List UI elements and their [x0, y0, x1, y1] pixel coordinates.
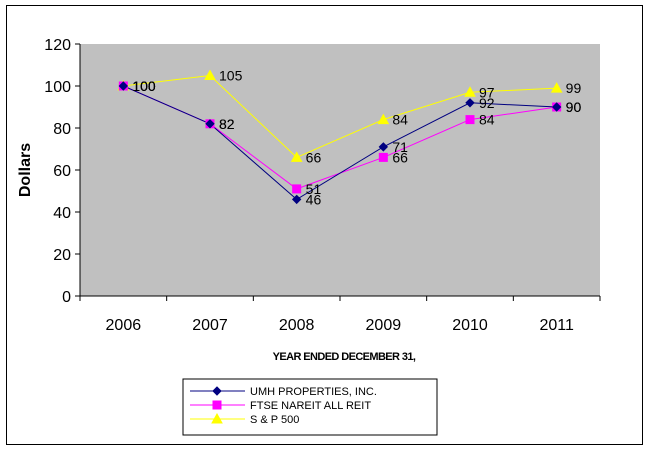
series-1-marker: [378, 142, 389, 152]
legend-marker-2: [212, 400, 222, 410]
x-tick-label: 2010: [452, 317, 488, 334]
data-label: 71: [392, 139, 408, 155]
series-1-marker: [291, 194, 302, 205]
data-label: 92: [479, 95, 495, 111]
y-tick-label: 60: [53, 163, 71, 180]
y-tick-label: 40: [53, 205, 71, 222]
series-3-marker: [377, 113, 390, 125]
series-line-3: [123, 74, 557, 158]
data-label: 105: [219, 68, 243, 84]
x-tick-label: 2006: [106, 317, 142, 334]
data-label: 90: [566, 99, 582, 115]
x-tick-label: 2009: [366, 317, 402, 334]
data-label: 82: [219, 116, 235, 132]
data-label: 82: [219, 116, 235, 132]
y-tick-label: 100: [44, 79, 71, 96]
data-label: 46: [306, 191, 322, 207]
x-tick-label: 2008: [279, 317, 315, 334]
data-label: 90: [566, 99, 582, 115]
x-axis-title: YEAR ENDED DECEMBER 31,: [273, 351, 416, 363]
y-tick-label: 80: [53, 121, 71, 138]
x-tick-label: 2011: [539, 317, 574, 334]
y-tick-label: 120: [44, 37, 71, 54]
series-1-marker: [118, 81, 129, 91]
series-1-marker: [205, 119, 215, 129]
x-tick-label: 2007: [192, 317, 228, 334]
legend-label: FTSE NAREIT ALL REIT: [250, 400, 371, 412]
data-label: 66: [392, 149, 408, 165]
y-tick-label: 0: [62, 289, 71, 306]
series-3-marker: [550, 82, 563, 93]
series-3-marker: [464, 86, 476, 97]
data-label: 66: [306, 149, 322, 165]
legend-box: [182, 378, 438, 436]
legend-marker-3: [211, 412, 223, 424]
chart-frame: [6, 5, 643, 445]
legend-label: UMH PROPERTIES, INC.: [250, 386, 377, 398]
series-2-marker: [378, 152, 388, 162]
series-1-marker: [465, 98, 475, 108]
plot-area: [80, 44, 600, 296]
data-label: 99: [566, 80, 582, 96]
data-label: 100: [132, 78, 156, 94]
series-1-marker: [551, 102, 562, 112]
y-axis-title: Dollars: [17, 143, 34, 197]
legend-marker-1: [212, 386, 222, 396]
data-label: 84: [479, 112, 495, 128]
series-3-marker: [290, 151, 303, 162]
legend-label: S & P 500: [250, 414, 299, 426]
legend: UMH PROPERTIES, INC. FTSE NAREIT ALL REIT…: [182, 378, 438, 436]
data-label: 84: [392, 112, 408, 128]
data-label: 97: [479, 84, 495, 100]
series-3-marker: [204, 69, 216, 80]
data-label: 51: [306, 181, 322, 197]
y-tick-label: 20: [53, 247, 71, 264]
series-2-marker: [465, 115, 475, 125]
series-2-marker: [292, 184, 302, 194]
data-label: 100: [132, 78, 156, 94]
series-line-1: [123, 85, 557, 201]
data-label: 100: [132, 78, 156, 94]
